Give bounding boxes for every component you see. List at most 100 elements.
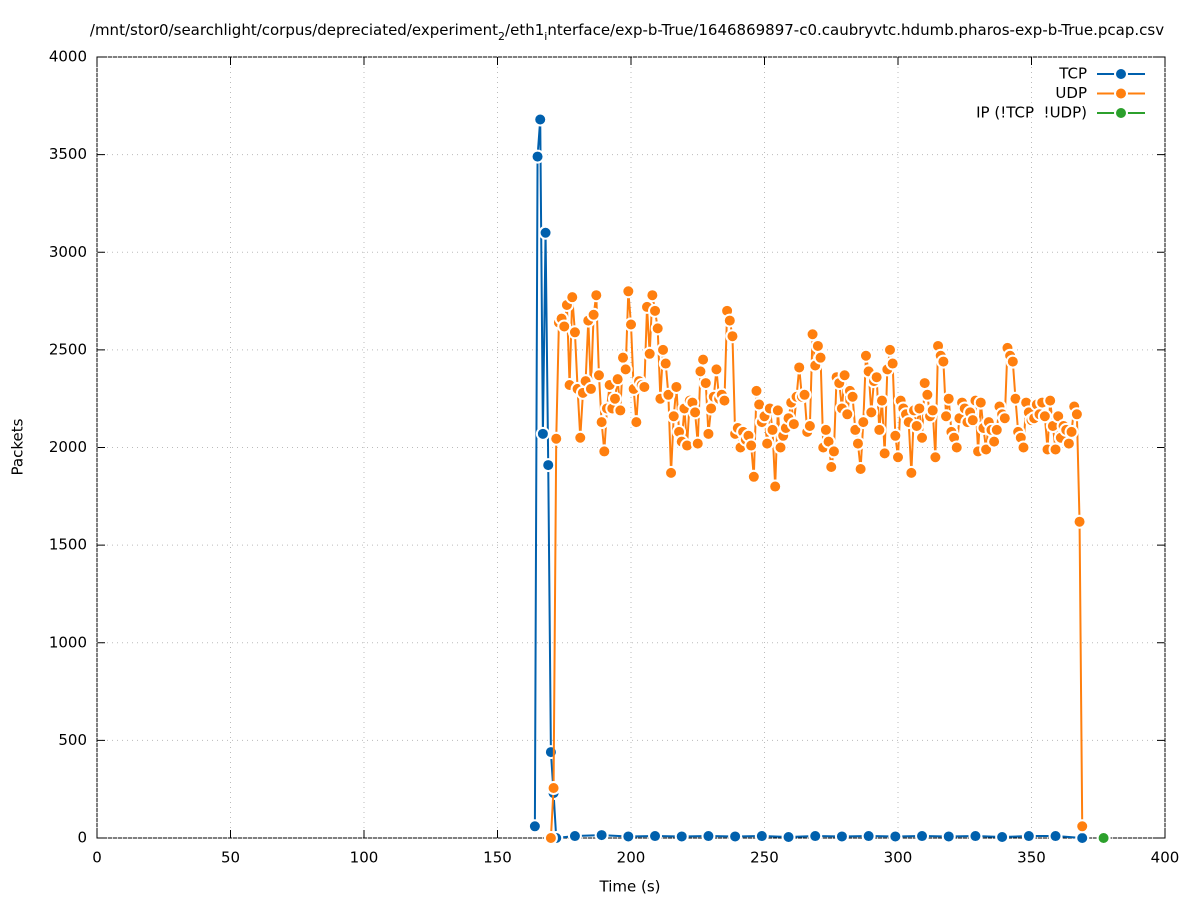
data-point — [1061, 436, 1076, 451]
data-point — [805, 327, 820, 342]
data-point — [864, 405, 879, 420]
data-point — [656, 342, 671, 357]
data-point — [1037, 409, 1052, 424]
data-point — [621, 829, 636, 844]
title-part: nterface/exp-b-True/1646869897-c0.caubry… — [547, 21, 1164, 39]
data-point — [781, 830, 796, 845]
data-point — [941, 391, 956, 406]
data-point — [688, 405, 703, 420]
data-point — [594, 828, 609, 843]
data-point — [629, 415, 644, 430]
data-point — [1048, 442, 1063, 457]
data-point — [837, 368, 852, 383]
data-point — [912, 401, 927, 416]
data-point — [725, 329, 740, 344]
x-tick-label: 50 — [221, 849, 240, 867]
y-tick-label: 1000 — [49, 633, 87, 651]
data-point — [664, 465, 679, 480]
data-point — [760, 436, 775, 451]
data-point — [904, 465, 919, 480]
title-part: /mnt/stor0/searchlight/corpus/depreciate… — [90, 21, 498, 39]
data-point — [693, 364, 708, 379]
title-part: /eth1 — [505, 21, 544, 39]
data-point — [607, 391, 622, 406]
data-point — [818, 422, 833, 437]
data-point — [949, 440, 964, 455]
data-point — [666, 409, 681, 424]
data-point — [709, 362, 724, 377]
data-point — [909, 419, 924, 434]
data-point — [925, 403, 940, 418]
data-point — [810, 338, 825, 353]
data-point — [989, 422, 1004, 437]
data-point — [538, 225, 553, 240]
data-point — [1072, 514, 1087, 529]
data-point — [754, 829, 769, 844]
data-point — [567, 325, 582, 340]
data-point — [594, 415, 609, 430]
x-tick-label: 0 — [92, 849, 102, 867]
data-point — [674, 829, 689, 844]
data-point — [939, 409, 954, 424]
title-part: i — [544, 30, 547, 43]
x-tick-label: 150 — [483, 849, 512, 867]
data-point — [573, 430, 588, 445]
data-point — [650, 321, 665, 336]
data-point — [583, 381, 598, 396]
data-point — [1064, 424, 1079, 439]
data-point — [920, 387, 935, 402]
data-point — [853, 461, 868, 476]
data-point — [891, 450, 905, 465]
data-point — [872, 422, 887, 437]
data-point — [786, 417, 801, 432]
data-point — [888, 829, 903, 844]
data-point — [648, 303, 663, 318]
data-point — [701, 829, 716, 844]
x-tick-label: 100 — [350, 849, 379, 867]
data-point — [877, 446, 892, 461]
data-point — [696, 352, 711, 367]
data-point — [773, 440, 788, 455]
data-point — [861, 829, 876, 844]
data-point — [541, 458, 556, 473]
legend-marker — [1114, 86, 1128, 101]
data-point — [591, 368, 606, 383]
data-point — [557, 319, 572, 334]
data-point — [1075, 831, 1090, 845]
data-point — [928, 450, 943, 465]
x-tick-label: 200 — [617, 849, 646, 867]
legend-label: UDP — [1055, 84, 1087, 102]
y-tick-label: 0 — [77, 829, 87, 847]
data-point — [1048, 829, 1063, 844]
y-axis-label: Packets — [9, 418, 27, 475]
x-tick-label: 250 — [750, 849, 779, 867]
data-point — [995, 830, 1010, 845]
data-point — [749, 383, 764, 398]
title-part: 2 — [498, 30, 505, 43]
data-point — [728, 829, 743, 844]
data-point — [968, 829, 983, 844]
legend-label: IP (!TCP !UDP) — [976, 104, 1087, 122]
y-tick-label: 3500 — [49, 145, 87, 163]
data-point — [888, 428, 903, 443]
data-point — [746, 469, 761, 484]
data-point — [698, 376, 713, 391]
data-point — [722, 313, 737, 328]
data-point — [1075, 819, 1090, 834]
data-point — [858, 348, 873, 363]
data-point — [874, 393, 889, 408]
data-point — [915, 829, 930, 844]
data-point — [826, 444, 841, 459]
chart-title: /mnt/stor0/searchlight/corpus/depreciate… — [90, 21, 1164, 43]
data-point — [642, 346, 657, 361]
data-point — [567, 829, 582, 844]
data-point — [527, 819, 542, 834]
data-point — [658, 356, 673, 371]
series-line — [533, 119, 1083, 840]
y-tick-label: 4000 — [49, 48, 87, 66]
data-point — [1096, 831, 1111, 845]
x-tick-label: 350 — [1017, 849, 1046, 867]
data-point — [770, 403, 785, 418]
data-point — [824, 460, 839, 475]
